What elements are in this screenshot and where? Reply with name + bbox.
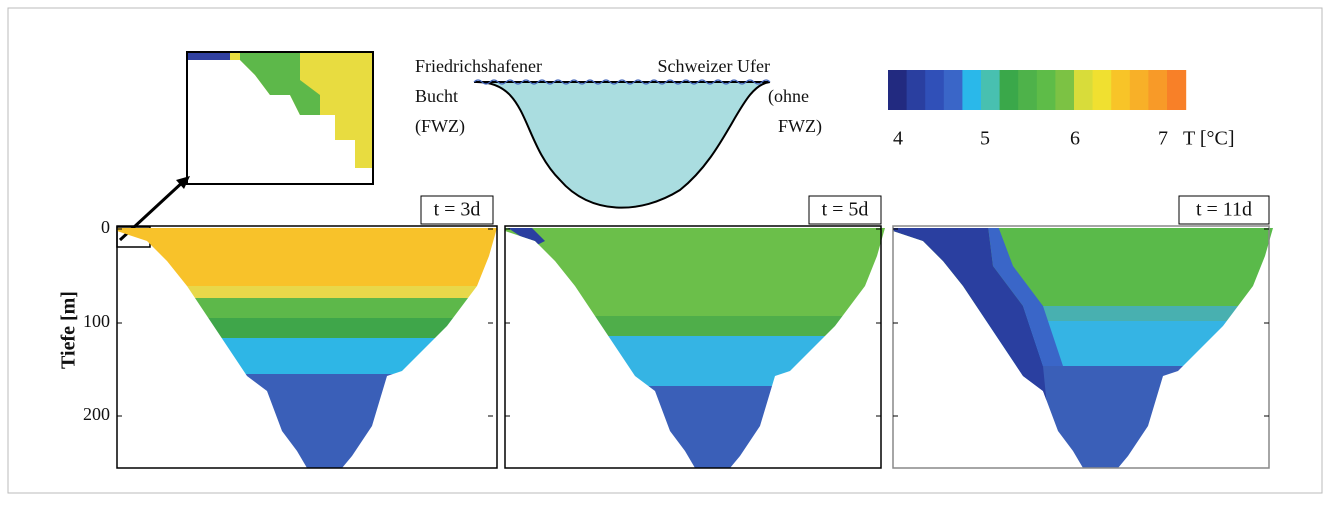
contour-band xyxy=(117,286,497,298)
colorbar-tick: 6 xyxy=(1070,128,1080,150)
label: (ohne xyxy=(768,86,809,107)
contour-band xyxy=(893,321,1273,366)
colorbar-swatch xyxy=(1037,70,1056,110)
colorbar-tick: 4 xyxy=(893,128,903,150)
contour xyxy=(893,226,1273,468)
y-axis-label: Tiefe [m] xyxy=(58,291,80,369)
colorbar-swatch xyxy=(1000,70,1019,110)
contour-band xyxy=(117,298,497,318)
contour xyxy=(505,226,885,468)
colorbar xyxy=(888,70,1186,110)
colorbar-swatch xyxy=(1111,70,1130,110)
contour-band xyxy=(505,226,885,316)
y-tick-label: 200 xyxy=(83,404,110,424)
contour-band xyxy=(117,338,497,374)
colorbar-swatch xyxy=(1148,70,1167,110)
y-tick-label: 100 xyxy=(83,311,110,331)
contour xyxy=(117,226,497,468)
panels: t = 3d t = 5d t = 11d xyxy=(117,196,1273,468)
colorbar-swatch xyxy=(1093,70,1112,110)
contour-band xyxy=(117,226,497,286)
colorbar-swatch xyxy=(907,70,926,110)
y-tick-label: 0 xyxy=(101,217,110,237)
colorbar-swatch xyxy=(1055,70,1074,110)
colorbar-swatch xyxy=(1167,70,1186,110)
contour-band xyxy=(893,306,1273,321)
colorbar-swatch xyxy=(962,70,981,110)
lake-schematic: Friedrichshafener Bucht (FWZ) Schweizer … xyxy=(415,56,822,208)
colorbar-swatch xyxy=(1074,70,1093,110)
contour-band xyxy=(117,374,497,468)
colorbar-swatch xyxy=(1130,70,1149,110)
inset xyxy=(117,52,373,247)
contour-band xyxy=(505,316,885,336)
contour-band xyxy=(117,318,497,338)
contour-band xyxy=(505,386,885,468)
contour-band xyxy=(505,336,885,386)
label: FWZ) xyxy=(778,116,822,137)
colorbar-tick: 5 xyxy=(980,128,990,150)
panel: t = 5d xyxy=(505,196,885,468)
colorbar-swatch xyxy=(1018,70,1037,110)
colorbar-swatch xyxy=(925,70,944,110)
panel: t = 11d xyxy=(893,196,1273,468)
panel: t = 3d xyxy=(117,196,497,468)
colorbar-swatch xyxy=(981,70,1000,110)
colorbar-swatch xyxy=(888,70,907,110)
panel-title: t = 5d xyxy=(822,199,869,221)
panel-title: t = 3d xyxy=(434,199,481,221)
label: Bucht xyxy=(415,86,458,106)
label: Schweizer Ufer xyxy=(658,56,770,76)
colorbar-label: T [°C] xyxy=(1183,128,1235,150)
contour-band xyxy=(893,366,1273,468)
panel-title: t = 11d xyxy=(1196,199,1252,221)
label: (FWZ) xyxy=(415,116,465,137)
colorbar-swatch xyxy=(944,70,963,110)
figure: Friedrichshafener Bucht (FWZ) Schweizer … xyxy=(0,0,1330,501)
colorbar-tick: 7 xyxy=(1158,128,1168,150)
label: Friedrichshafener xyxy=(415,56,542,76)
